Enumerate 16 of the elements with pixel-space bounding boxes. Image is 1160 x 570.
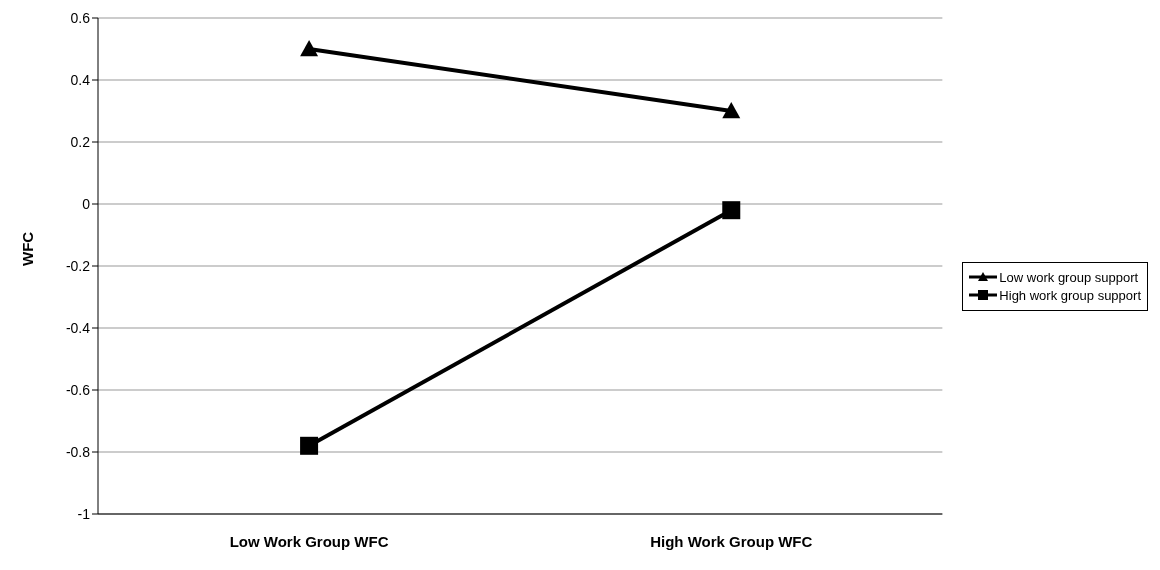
y-tick-label: 0.2 bbox=[70, 133, 91, 150]
y-tick-label: 0.4 bbox=[70, 71, 91, 88]
legend-label: High work group support bbox=[999, 287, 1141, 303]
y-tick-label: 0 bbox=[82, 195, 91, 212]
x-tick-label: High Work Group WFC bbox=[650, 532, 813, 550]
y-tick-label: -0.4 bbox=[65, 319, 91, 336]
y-tick-label: -0.2 bbox=[65, 257, 91, 274]
y-tick-label: -0.8 bbox=[65, 443, 91, 460]
point bbox=[300, 436, 319, 455]
y-tick-label: 0.6 bbox=[70, 9, 91, 26]
y-axis-title: WFC bbox=[19, 231, 37, 266]
legend-label: Low work group support bbox=[999, 269, 1139, 285]
y-tick-label: -0.6 bbox=[65, 381, 91, 398]
y-tick-label: -1 bbox=[77, 505, 91, 522]
point bbox=[722, 201, 741, 220]
x-tick-label: Low Work Group WFC bbox=[229, 532, 389, 550]
